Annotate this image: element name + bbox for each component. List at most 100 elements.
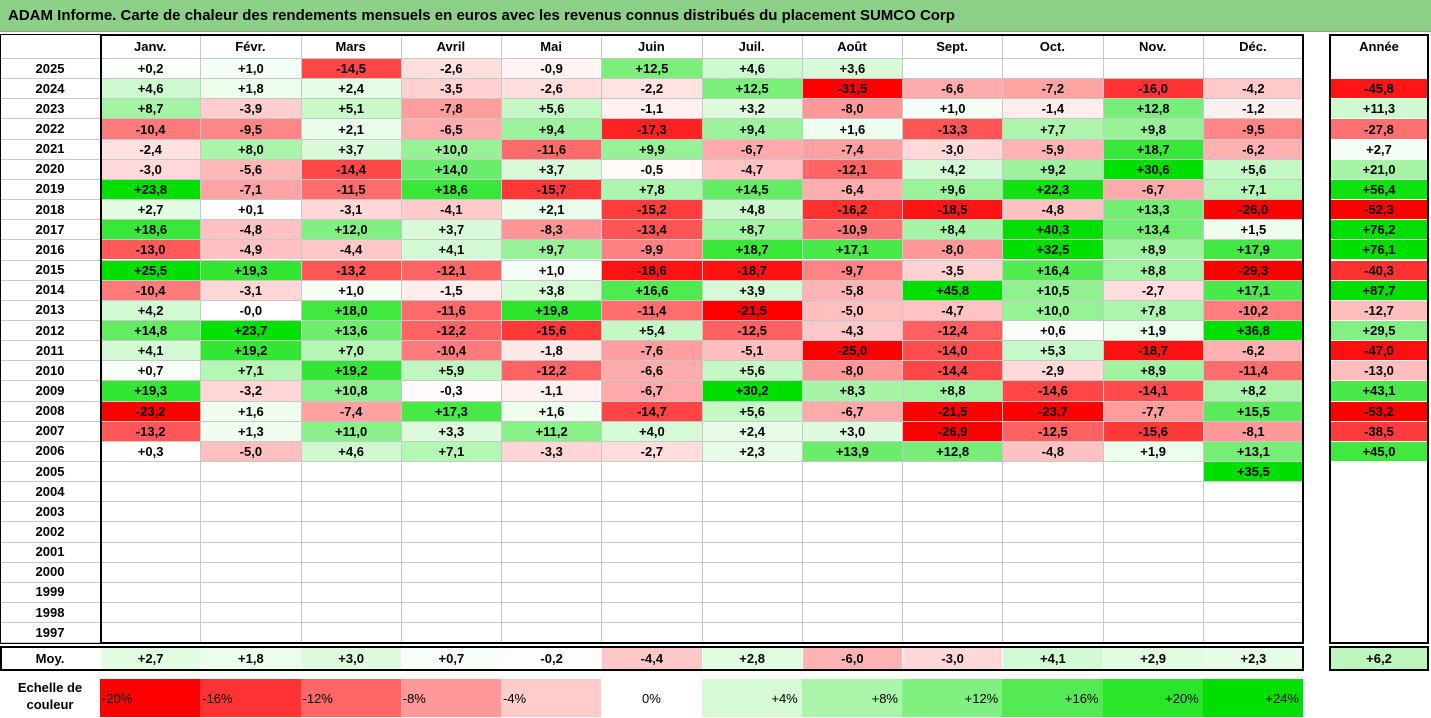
grid-line: [0, 118, 100, 120]
heatmap-cell: -10,4: [401, 341, 501, 361]
heatmap-cell: +2,1: [301, 119, 401, 139]
heatmap-cell: -4,8: [1003, 441, 1103, 461]
heatmap-cell: +13,4: [1103, 220, 1203, 240]
heatmap-cell: -8,0: [802, 99, 902, 119]
heatmap-cell: -6,2: [1203, 139, 1303, 159]
month-header: Janv.: [133, 38, 167, 54]
heatmap-cell: -15,2: [602, 200, 702, 220]
heatmap-cell: -6,6: [602, 361, 702, 381]
heatmap-cell: -4,8: [1003, 200, 1103, 220]
heatmap-cell: +19,2: [201, 341, 301, 361]
grid-line: [0, 440, 100, 442]
heatmap-cell: +14,5: [702, 179, 802, 200]
annual-cell: -27,8: [1330, 119, 1428, 139]
heatmap-cell: -9,5: [201, 119, 301, 139]
heatmap-cell: -14,4: [301, 159, 401, 179]
heatmap-cell: +2,4: [702, 421, 802, 441]
grid-line: [0, 58, 100, 59]
heatmap-cell: +45,8: [903, 280, 1003, 300]
grid-line: [801, 34, 803, 643]
grid-line: [1202, 34, 1204, 643]
heatmap-cell: -5,0: [802, 300, 902, 320]
heatmap-cell: +7,1: [1203, 179, 1303, 200]
average-annual-cell: +6,2: [1330, 647, 1428, 670]
grid-line: [0, 481, 100, 483]
heatmap-cell: -7,4: [802, 139, 902, 159]
heatmap-cell: +11,2: [502, 421, 602, 441]
average-cell: +2,8: [702, 647, 802, 670]
heatmap-cell: -14,7: [602, 401, 702, 421]
heatmap-cell: +23,7: [201, 320, 301, 341]
heatmap-cell: -2,6: [502, 79, 602, 99]
heatmap-cell: +30,2: [702, 381, 802, 401]
heatmap-cell: +14,0: [401, 159, 501, 179]
heatmap-cell: -4,7: [903, 300, 1003, 320]
heatmap-cell: -13,4: [602, 220, 702, 240]
grid-line: [0, 541, 100, 543]
grid-line: [0, 380, 100, 382]
heatmap-cell: -3,9: [201, 99, 301, 119]
year-label: 2016: [35, 241, 65, 257]
heatmap-cell: -2,6: [401, 59, 501, 79]
heatmap-cell: +3,6: [802, 59, 902, 79]
average-cell: -6,0: [802, 647, 902, 670]
heatmap-cell: -3,0: [903, 139, 1003, 159]
heatmap-cell: +30,6: [1103, 159, 1203, 179]
grid-line: [0, 98, 100, 100]
heatmap-cell: -4,3: [802, 320, 902, 341]
month-header: Sept.: [936, 38, 969, 54]
heatmap-cell: -1,5: [401, 280, 501, 300]
heatmap-cell: +3,2: [702, 99, 802, 119]
heatmap-cell: +5,1: [301, 99, 401, 119]
annual-cell: +45,0: [1330, 441, 1428, 461]
heatmap-cell: -0,9: [502, 59, 602, 79]
grid-line: [0, 602, 100, 604]
color-scale-stop: -8%: [400, 679, 501, 717]
grid-line: [0, 178, 100, 180]
heatmap-cell: -1,1: [602, 99, 702, 119]
heatmap-cell: +17,3: [401, 401, 501, 421]
heatmap-cell: -25,0: [802, 341, 902, 361]
grid-line: [701, 34, 703, 643]
heatmap-cell: +22,3: [1003, 179, 1103, 200]
heatmap-cell: -4,8: [201, 220, 301, 240]
heatmap-cell: +2,3: [702, 441, 802, 461]
heatmap-cell: -26,9: [903, 421, 1003, 441]
heatmap-cell: +12,8: [903, 441, 1003, 461]
heatmap-cell: -7,7: [1103, 401, 1203, 421]
grid-line: [0, 279, 100, 281]
grid-line: [0, 581, 100, 583]
heatmap-cell: +3,0: [802, 421, 902, 441]
heatmap-cell: -1,1: [502, 381, 602, 401]
grid-line: [0, 78, 100, 80]
year-label: 2017: [35, 221, 65, 237]
heatmap-cell: +19,2: [301, 361, 401, 381]
heatmap-cell: -31,5: [802, 79, 902, 99]
year-label: 2025: [35, 60, 65, 76]
heatmap-cell: -11,6: [401, 300, 501, 320]
heatmap-cell: +0,1: [201, 200, 301, 220]
heatmap-cell: +18,0: [301, 300, 401, 320]
heatmap-cell: +9,4: [502, 119, 602, 139]
heatmap-cell: -0,0: [201, 300, 301, 320]
heatmap-cell: -3,3: [502, 441, 602, 461]
heatmap-cell: +9,8: [1103, 119, 1203, 139]
color-scale-stop: -12%: [300, 679, 401, 717]
heatmap-cell: -12,4: [903, 320, 1003, 341]
month-header: Juin: [638, 38, 665, 54]
heatmap-cell: +0,7: [101, 361, 201, 381]
annual-cell: +76,2: [1330, 220, 1428, 240]
heatmap-cell: +13,1: [1203, 441, 1303, 461]
heatmap-cell: +18,7: [702, 240, 802, 260]
heatmap-cell: +1,8: [201, 79, 301, 99]
grid-line: [0, 239, 100, 241]
heatmap-cell: +3,7: [301, 139, 401, 159]
heatmap-cell: +3,9: [702, 280, 802, 300]
heatmap-cell: -6,6: [903, 79, 1003, 99]
grid-line: [0, 360, 100, 362]
heatmap-cell: -21,5: [903, 401, 1003, 421]
heatmap-cell: +19,8: [502, 300, 602, 320]
heatmap-cell: -6,2: [1203, 341, 1303, 361]
annual-cell: +56,4: [1330, 179, 1428, 200]
month-header: Avril: [436, 38, 466, 54]
